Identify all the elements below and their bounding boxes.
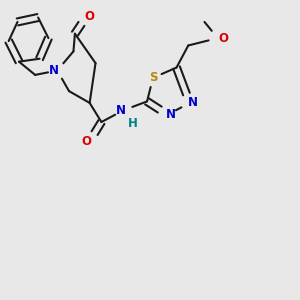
Text: N: N — [188, 96, 198, 110]
Text: O: O — [218, 32, 228, 45]
Text: S: S — [149, 71, 157, 84]
Text: O: O — [85, 10, 94, 22]
Text: H: H — [128, 117, 138, 130]
Text: O: O — [82, 135, 92, 148]
Text: N: N — [116, 104, 126, 117]
Text: N: N — [166, 108, 176, 121]
Text: N: N — [49, 64, 59, 77]
